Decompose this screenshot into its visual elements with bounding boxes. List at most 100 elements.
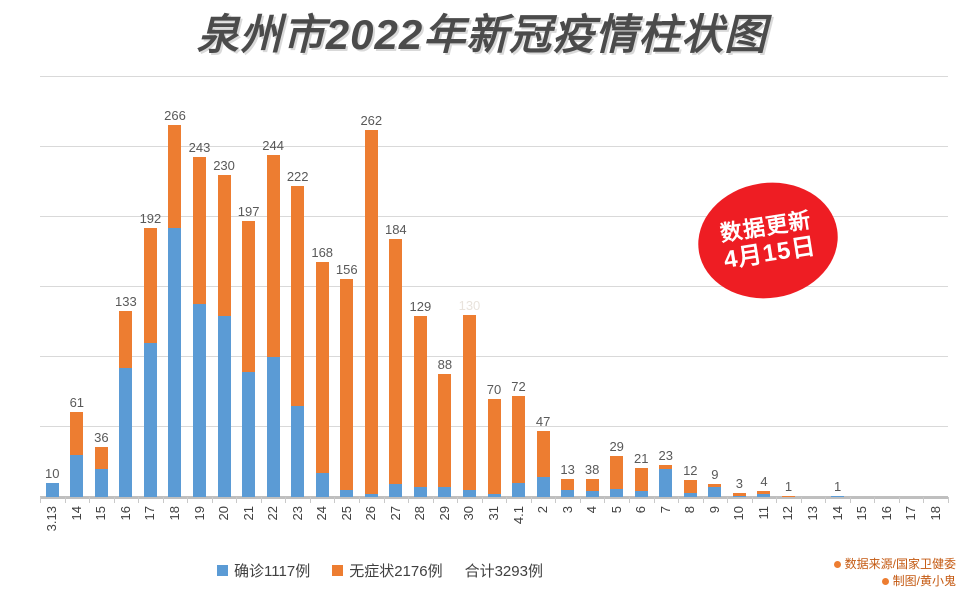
- bar-segment-confirmed: [757, 494, 771, 497]
- x-tick-mark: [530, 497, 532, 503]
- bar-28[interactable]: 129: [410, 299, 431, 497]
- bar-31[interactable]: 70: [487, 382, 501, 497]
- bar-segment-confirmed: [487, 494, 501, 497]
- x-tick-label-12: 12: [780, 506, 796, 521]
- bar-10[interactable]: 3: [732, 476, 746, 497]
- bar-segment-confirmed: [94, 469, 108, 497]
- bar-segment-asymptomatic: [168, 124, 182, 229]
- x-tick-mark: [432, 497, 434, 503]
- bar-segment-confirmed: [193, 303, 206, 497]
- bar-8[interactable]: 12: [683, 463, 698, 497]
- x-tick-label-17: 17: [142, 506, 158, 521]
- x-tick-label-15: 15: [93, 506, 109, 521]
- credit-source-text: 数据来源/国家卫健委: [844, 557, 956, 571]
- bar-29[interactable]: 88: [438, 357, 452, 497]
- bar-3[interactable]: 13: [560, 462, 575, 497]
- bar-19[interactable]: 243: [189, 140, 210, 497]
- bar-value-label: 4: [760, 474, 768, 490]
- bar-30[interactable]: 130: [459, 298, 480, 497]
- x-tick-label-8: 8: [682, 506, 698, 514]
- bar-segment-confirmed: [610, 488, 624, 497]
- bar-14[interactable]: 1: [831, 479, 845, 497]
- bar-segment-asymptomatic: [781, 495, 795, 497]
- bar-segment-asymptomatic: [487, 399, 501, 495]
- bar-value-label: 29: [609, 439, 624, 455]
- bar-value-label: 1: [833, 478, 842, 494]
- bar-value-label: 10: [45, 466, 60, 481]
- bar-26[interactable]: 262: [360, 113, 382, 497]
- bar-value-label: 47: [535, 414, 551, 430]
- bar-3.13[interactable]: 10: [45, 466, 60, 497]
- bar-segment-confirmed: [561, 490, 575, 497]
- bar-value-label: 262: [360, 113, 383, 129]
- bar-17[interactable]: 192: [140, 211, 161, 497]
- x-tick-mark: [138, 497, 140, 503]
- bar-series-group: 10 61 36 133 192 266 243 230 197 244 222 168 156 262 1…: [40, 77, 948, 497]
- bar-11[interactable]: 4: [757, 474, 771, 497]
- x-tick-label-3: 3: [559, 506, 575, 514]
- legend-swatch-asymptomatic-icon: [332, 565, 344, 576]
- bar-value-label: 12: [683, 463, 698, 479]
- x-tick-mark: [702, 497, 704, 503]
- bar-25[interactable]: 156: [336, 262, 358, 497]
- x-tick-label-11: 11: [755, 506, 771, 520]
- credit-source-line: 数据来源/国家卫健委: [833, 556, 956, 573]
- bar-value-label: 88: [437, 356, 453, 372]
- x-tick-label-13: 13: [805, 506, 821, 521]
- bar-9[interactable]: 9: [708, 467, 722, 497]
- x-tick-mark: [457, 497, 459, 503]
- bar-value-label: 230: [213, 158, 235, 173]
- bar-22[interactable]: 244: [262, 138, 284, 497]
- x-tick-mark: [653, 497, 655, 503]
- bar-segment-confirmed: [536, 477, 550, 497]
- bar-23[interactable]: 222: [287, 169, 309, 497]
- bar-4.1[interactable]: 72: [511, 379, 526, 497]
- bar-5[interactable]: 29: [609, 439, 624, 497]
- bar-segment-confirmed: [340, 490, 354, 497]
- legend-item-confirmed[interactable]: 确诊1117例: [217, 560, 310, 581]
- bar-4[interactable]: 38: [585, 462, 599, 497]
- gridline-300: [40, 76, 948, 77]
- bar-segment-asymptomatic: [94, 446, 108, 469]
- bar-14[interactable]: 61: [70, 395, 84, 497]
- bar-18[interactable]: 266: [164, 108, 186, 497]
- bar-segment-confirmed: [634, 491, 648, 497]
- bar-segment-confirmed: [168, 228, 182, 497]
- bar-6[interactable]: 21: [634, 451, 648, 497]
- legend-label-confirmed: 确诊1117例: [234, 563, 311, 580]
- gridline-250: [40, 146, 948, 147]
- bar-27[interactable]: 184: [385, 222, 407, 497]
- credit-author-line: 制图/黄小鬼: [834, 573, 956, 590]
- x-tick-mark: [260, 497, 262, 503]
- bar-segment-confirmed: [364, 494, 378, 497]
- bar-segment-asymptomatic: [561, 478, 575, 490]
- bar-24[interactable]: 168: [311, 245, 333, 497]
- x-tick-mark: [628, 497, 630, 503]
- x-tick-mark: [849, 497, 851, 503]
- bar-value-label: 3: [735, 475, 744, 491]
- bar-segment-asymptomatic: [340, 278, 354, 490]
- bar-7[interactable]: 23: [659, 448, 673, 497]
- x-tick-mark: [481, 497, 483, 503]
- x-tick-label-18: 18: [166, 506, 182, 521]
- bar-12[interactable]: 1: [781, 479, 795, 497]
- bar-21[interactable]: 197: [238, 204, 259, 497]
- bar-value-label: 129: [409, 299, 432, 315]
- credit-author-text: 制图/黄小鬼: [892, 574, 956, 588]
- legend-item-asymptomatic[interactable]: 无症状2176例: [332, 560, 443, 581]
- bar-segment-confirmed: [462, 490, 476, 497]
- x-tick-mark: [40, 497, 41, 503]
- bar-15[interactable]: 36: [94, 430, 109, 497]
- x-tick-label-31: 31: [486, 506, 501, 521]
- bullet-dot-icon: [833, 561, 841, 569]
- bar-segment-confirmed: [266, 357, 280, 497]
- x-tick-label-26: 26: [363, 506, 379, 521]
- bar-2[interactable]: 47: [536, 414, 550, 497]
- bar-segment-confirmed: [831, 495, 845, 497]
- x-tick-label-27: 27: [387, 506, 403, 521]
- x-tick-label-22: 22: [265, 506, 281, 521]
- bar-20[interactable]: 230: [213, 158, 235, 497]
- bar-16[interactable]: 133: [115, 294, 137, 497]
- x-tick-label-19: 19: [191, 506, 207, 521]
- bar-segment-asymptomatic: [757, 491, 771, 495]
